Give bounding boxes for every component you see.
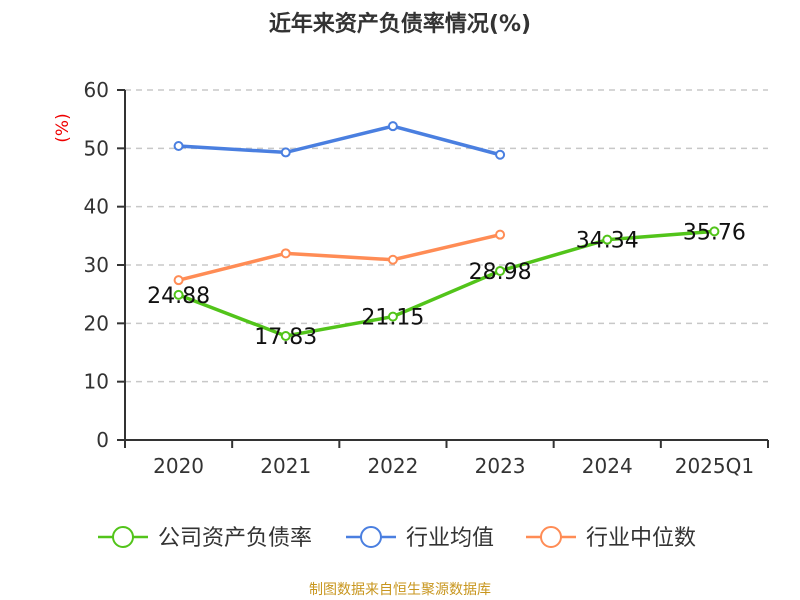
data-label: 28.98 (469, 260, 532, 285)
data-point (387, 311, 398, 322)
legend-label: 行业中位数 (586, 526, 696, 551)
data-label: 24.88 (147, 284, 210, 309)
x-tick-label: 2024 (582, 454, 633, 478)
data-point (709, 226, 720, 237)
data-label: 34.34 (576, 229, 639, 254)
chart-title: 近年来资产负债率情况(%) (268, 12, 532, 37)
data-point (602, 234, 613, 245)
y-tick-label: 30 (84, 253, 109, 277)
data-label: 21.15 (361, 306, 424, 331)
data-point (495, 265, 506, 276)
series-line (178, 232, 501, 282)
legend-marker (540, 526, 562, 548)
data-label: 17.83 (254, 325, 317, 350)
series-line (178, 124, 501, 157)
data-point (173, 289, 184, 300)
data-point (280, 248, 291, 259)
legend-label: 公司资产负债率 (158, 526, 312, 551)
x-tick-label: 2023 (475, 454, 526, 478)
legend-marker (112, 526, 134, 548)
y-tick-label: 40 (84, 195, 109, 219)
series-line (177, 229, 715, 338)
legend-label: 行业均值 (406, 526, 494, 551)
x-tick-label: 2020 (153, 454, 204, 478)
legend-marker (360, 526, 382, 548)
data-point (387, 254, 398, 265)
y-tick-label: 20 (84, 311, 109, 335)
x-tick-label: 2025Q1 (675, 454, 754, 478)
data-label: 35.76 (683, 220, 746, 245)
y-tick-label: 0 (96, 428, 109, 452)
x-tick-label: 2022 (367, 454, 418, 478)
y-tick-label: 10 (84, 370, 109, 394)
y-tick-label: 60 (84, 78, 109, 102)
data-point (495, 229, 506, 240)
data-point (280, 330, 291, 341)
data-point (173, 141, 184, 151)
y-axis-label: (%) (53, 113, 73, 142)
data-point (495, 149, 506, 160)
data-point (387, 121, 398, 132)
source-footer: 制图数据来自恒生聚源数据库 (309, 582, 491, 598)
data-point (280, 147, 291, 158)
y-tick-label: 50 (84, 136, 109, 160)
x-tick-label: 2021 (260, 454, 311, 478)
data-point (173, 275, 184, 286)
